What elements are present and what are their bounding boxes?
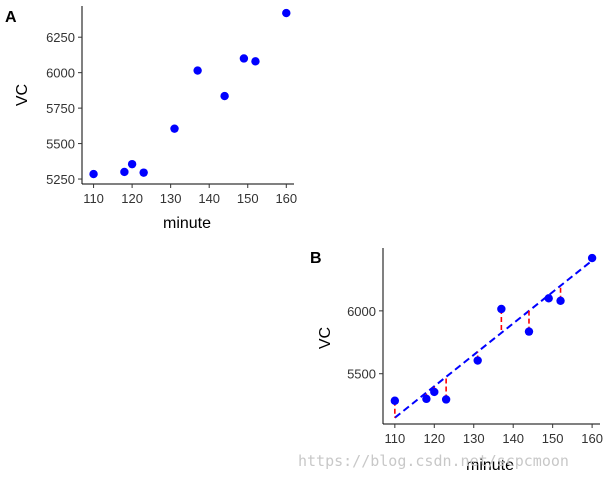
panel-b: B 110 120 130 140 150 160 5500 6000 minute VC: [310, 248, 603, 474]
y-tick-label: 5250: [46, 172, 75, 187]
data-point: [239, 54, 249, 63]
data-point: [497, 304, 506, 314]
panel-a: A 110 120 130 140 150 160 5250 5500 5750 6000 625…: [5, 6, 297, 232]
fit-line: [394, 259, 593, 419]
panel-a-y-ticks: 5250 5500 5750 6000 6250: [46, 30, 82, 187]
panel-a-points: [89, 8, 291, 179]
data-point: [89, 169, 98, 179]
data-point: [193, 66, 202, 75]
data-point: [587, 253, 597, 263]
x-tick-label: 150: [542, 431, 564, 446]
x-tick-label: 160: [581, 431, 603, 446]
panel-b-x-title: minute: [466, 457, 514, 474]
data-point: [390, 396, 400, 405]
watermark: https://blog.csdn.net/scpcmoon: [298, 452, 569, 470]
x-tick-label: 160: [275, 191, 297, 206]
x-tick-label: 130: [160, 191, 182, 206]
panel-b-points: [390, 253, 597, 405]
x-tick-label: 110: [384, 431, 405, 446]
data-point: [127, 159, 137, 169]
data-point: [170, 124, 179, 133]
panel-a-y-title: VC: [14, 84, 31, 106]
data-point: [556, 296, 565, 305]
data-point: [430, 387, 439, 397]
data-point: [120, 167, 129, 177]
y-tick-label: 6000: [46, 66, 75, 81]
y-tick-label: 5500: [46, 137, 75, 152]
data-point: [441, 395, 451, 404]
data-point: [282, 8, 291, 18]
panel-b-x-ticks: 110 120 130 140 150 160: [384, 424, 603, 446]
data-point: [473, 356, 482, 365]
panel-a-x-ticks: 110 120 130 140 150 160: [83, 184, 297, 206]
x-tick-label: 150: [237, 191, 259, 206]
data-point: [251, 57, 260, 66]
data-point: [139, 168, 148, 177]
data-point: [220, 91, 229, 101]
x-tick-label: 140: [198, 191, 220, 206]
y-tick-label: 6000: [347, 304, 376, 319]
x-tick-label: 130: [463, 431, 485, 446]
x-tick-label: 110: [83, 191, 104, 206]
data-point: [422, 394, 431, 404]
panel-b-fit-line-group: [394, 259, 593, 419]
x-tick-label: 120: [121, 191, 143, 206]
y-tick-label: 5500: [347, 367, 376, 382]
panel-b-y-ticks: 5500 6000: [347, 304, 383, 382]
data-point: [544, 294, 553, 303]
x-tick-label: 140: [502, 431, 524, 446]
panel-a-tag: A: [5, 9, 17, 26]
x-tick-label: 120: [423, 431, 445, 446]
data-point: [524, 327, 534, 336]
y-tick-label: 5750: [46, 101, 75, 116]
panel-b-y-title: VC: [317, 327, 334, 349]
y-tick-label: 6250: [46, 30, 75, 45]
panel-a-x-title: minute: [163, 215, 211, 232]
panel-b-tag: B: [310, 250, 322, 267]
